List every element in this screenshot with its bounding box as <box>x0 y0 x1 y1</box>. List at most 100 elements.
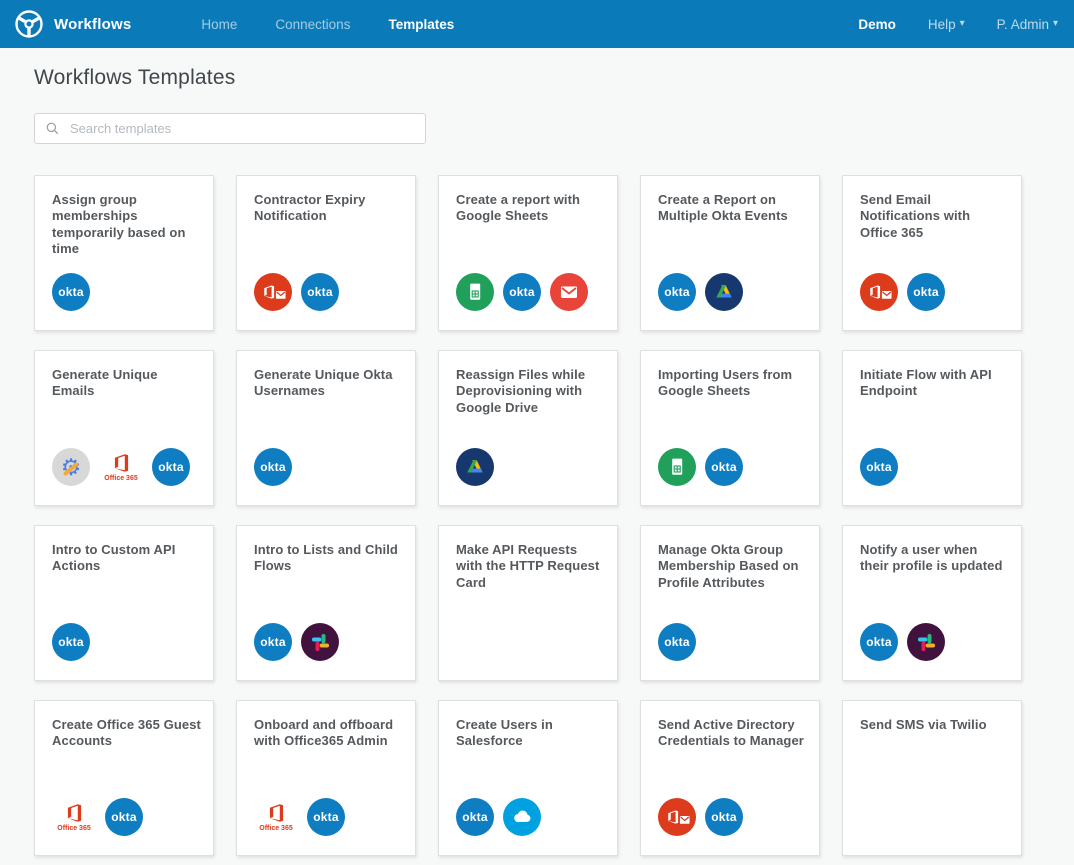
workflows-logo-icon <box>14 9 44 39</box>
template-card-assign-group-memberships-temporarily-bas[interactable]: Assign group memberships temporarily bas… <box>34 175 214 331</box>
template-card-intro-to-lists-and-child-flows[interactable]: Intro to Lists and Child Flows okta <box>236 525 416 681</box>
app-header: Workflows Home Connections Templates Demo H… <box>0 0 1074 48</box>
nav-home[interactable]: Home <box>201 16 238 32</box>
template-title: Intro to Custom API Actions <box>52 542 176 574</box>
header-p-admin[interactable]: P. Admin ▾ <box>997 17 1058 32</box>
office365-mail-icon <box>860 273 898 311</box>
template-icons: okta <box>456 273 588 311</box>
template-card-initiate-flow-with-api-endpoint[interactable]: Initiate Flow with API Endpoint okta <box>842 350 1022 506</box>
slack-icon <box>301 623 339 661</box>
template-card-onboard-and-offboard-with-office365-admi[interactable]: Onboard and offboard with Office365 Admi… <box>236 700 416 856</box>
template-title: Create a Report on Multiple Okta Events <box>658 192 788 224</box>
header-item-label: Help <box>927 16 956 32</box>
okta-icon: okta <box>254 623 292 661</box>
brand-name: Workflows <box>54 15 132 33</box>
header-item-label: P. Admin <box>996 16 1049 32</box>
header-right: Demo Help ▾ P. Admin ▾ <box>858 17 1058 32</box>
google-drive-icon <box>456 448 494 486</box>
nav-templates[interactable]: Templates <box>388 16 455 32</box>
template-title: Send Email Notifications with Office 365 <box>860 192 971 240</box>
template-card-manage-okta-group-membership-based-on-pr[interactable]: Manage Okta Group Membership Based on Pr… <box>640 525 820 681</box>
template-title: Make API Requests with the HTTP Request … <box>456 542 600 590</box>
okta-icon: okta <box>456 798 494 836</box>
header-help[interactable]: Help ▾ <box>928 17 965 32</box>
template-card-contractor-expiry-notification[interactable]: Contractor Expiry Notification okta <box>236 175 416 331</box>
search-input[interactable] <box>68 120 415 137</box>
template-card-create-a-report-on-multiple-okta-events[interactable]: Create a Report on Multiple Okta Events o… <box>640 175 820 331</box>
okta-icon: okta <box>254 448 292 486</box>
template-title: Generate Unique Emails <box>52 367 158 399</box>
template-title: Generate Unique Okta Usernames <box>254 367 393 399</box>
template-card-create-a-report-with-google-sheets[interactable]: Create a report with Google Sheets okta <box>438 175 618 331</box>
office365-mail-icon <box>254 273 292 311</box>
template-title: Assign group memberships temporarily bas… <box>52 192 186 257</box>
template-card-create-office-365-guest-accounts[interactable]: Create Office 365 Guest Accounts Office … <box>34 700 214 856</box>
office365-logo-icon: Office 365 <box>52 802 96 832</box>
google-sheets-icon <box>456 273 494 311</box>
template-card-reassign-files-while-deprovisioning-with[interactable]: Reassign Files while Deprovisioning with… <box>438 350 618 506</box>
template-title: Intro to Lists and Child Flows <box>254 542 398 574</box>
template-icons: Office 365 okta <box>254 798 345 836</box>
office365-logo-icon: Office 365 <box>254 802 298 832</box>
template-title: Create Office 365 Guest Accounts <box>52 717 201 749</box>
slack-icon <box>907 623 945 661</box>
template-icons: okta <box>658 798 743 836</box>
okta-icon: okta <box>907 273 945 311</box>
template-card-make-api-requests-with-the-http-request-[interactable]: Make API Requests with the HTTP Request … <box>438 525 618 681</box>
okta-icon: okta <box>658 273 696 311</box>
template-title: Notify a user when their profile is upda… <box>860 542 1003 574</box>
salesforce-icon <box>503 798 541 836</box>
template-card-send-sms-via-twilio[interactable]: Send SMS via Twilio <box>842 700 1022 856</box>
template-icons: okta <box>860 623 945 661</box>
okta-icon: okta <box>705 448 743 486</box>
okta-icon: okta <box>503 273 541 311</box>
main-content: Workflows Templates Assign group members… <box>0 66 1074 856</box>
okta-icon: okta <box>860 448 898 486</box>
office365-logo-icon: Office 365 <box>99 452 143 482</box>
template-card-send-active-directory-credentials-to-man[interactable]: Send Active Directory Credentials to Man… <box>640 700 820 856</box>
header-demo[interactable]: Demo <box>858 17 896 32</box>
template-card-intro-to-custom-api-actions[interactable]: Intro to Custom API Actions okta <box>34 525 214 681</box>
template-icons: okta <box>254 623 339 661</box>
nav-connections[interactable]: Connections <box>275 16 351 32</box>
search-icon <box>45 121 60 136</box>
template-card-notify-a-user-when-their-profile-is-upda[interactable]: Notify a user when their profile is upda… <box>842 525 1022 681</box>
header-item-label: Demo <box>858 16 896 32</box>
template-title: Create a report with Google Sheets <box>456 192 581 224</box>
template-icons: okta <box>658 448 743 486</box>
main-nav: Home Connections Templates <box>201 17 454 32</box>
template-title: Initiate Flow with API Endpoint <box>860 367 992 399</box>
template-title: Onboard and offboard with Office365 Admi… <box>254 717 394 749</box>
okta-icon: okta <box>301 273 339 311</box>
template-card-importing-users-from-google-sheets[interactable]: Importing Users from Google Sheets okta <box>640 350 820 506</box>
template-title: Create Users in Salesforce <box>456 717 553 749</box>
templates-grid: Assign group memberships temporarily bas… <box>34 175 1040 856</box>
template-title: Importing Users from Google Sheets <box>658 367 793 399</box>
office365-mail-icon <box>658 798 696 836</box>
template-card-create-users-in-salesforce[interactable]: Create Users in Salesforce okta <box>438 700 618 856</box>
template-title: Contractor Expiry Notification <box>254 192 366 224</box>
okta-icon: okta <box>860 623 898 661</box>
template-card-generate-unique-okta-usernames[interactable]: Generate Unique Okta Usernames okta <box>236 350 416 506</box>
okta-icon: okta <box>52 623 90 661</box>
gmail-icon <box>550 273 588 311</box>
page-title: Workflows Templates <box>34 66 236 89</box>
google-drive-icon <box>705 273 743 311</box>
okta-icon: okta <box>52 273 90 311</box>
template-icons: okta <box>52 623 90 661</box>
template-card-generate-unique-emails[interactable]: Generate Unique Emails ⚙ Office 365 okta <box>34 350 214 506</box>
template-title: Send Active Directory Credentials to Man… <box>658 717 804 749</box>
template-title: Manage Okta Group Membership Based on Pr… <box>658 542 799 590</box>
template-icons: okta <box>254 448 292 486</box>
template-icons <box>456 448 494 486</box>
template-icons: okta <box>860 448 898 486</box>
template-icons: okta <box>860 273 945 311</box>
workflows-brand[interactable]: Workflows <box>14 9 131 39</box>
okta-icon: okta <box>705 798 743 836</box>
template-icons: Office 365 okta <box>52 798 143 836</box>
okta-icon: okta <box>307 798 345 836</box>
search-box[interactable] <box>34 113 426 144</box>
okta-icon: okta <box>105 798 143 836</box>
google-admin-icon: ⚙ <box>52 448 90 486</box>
template-card-send-email-notifications-with-office-365[interactable]: Send Email Notifications with Office 365… <box>842 175 1022 331</box>
